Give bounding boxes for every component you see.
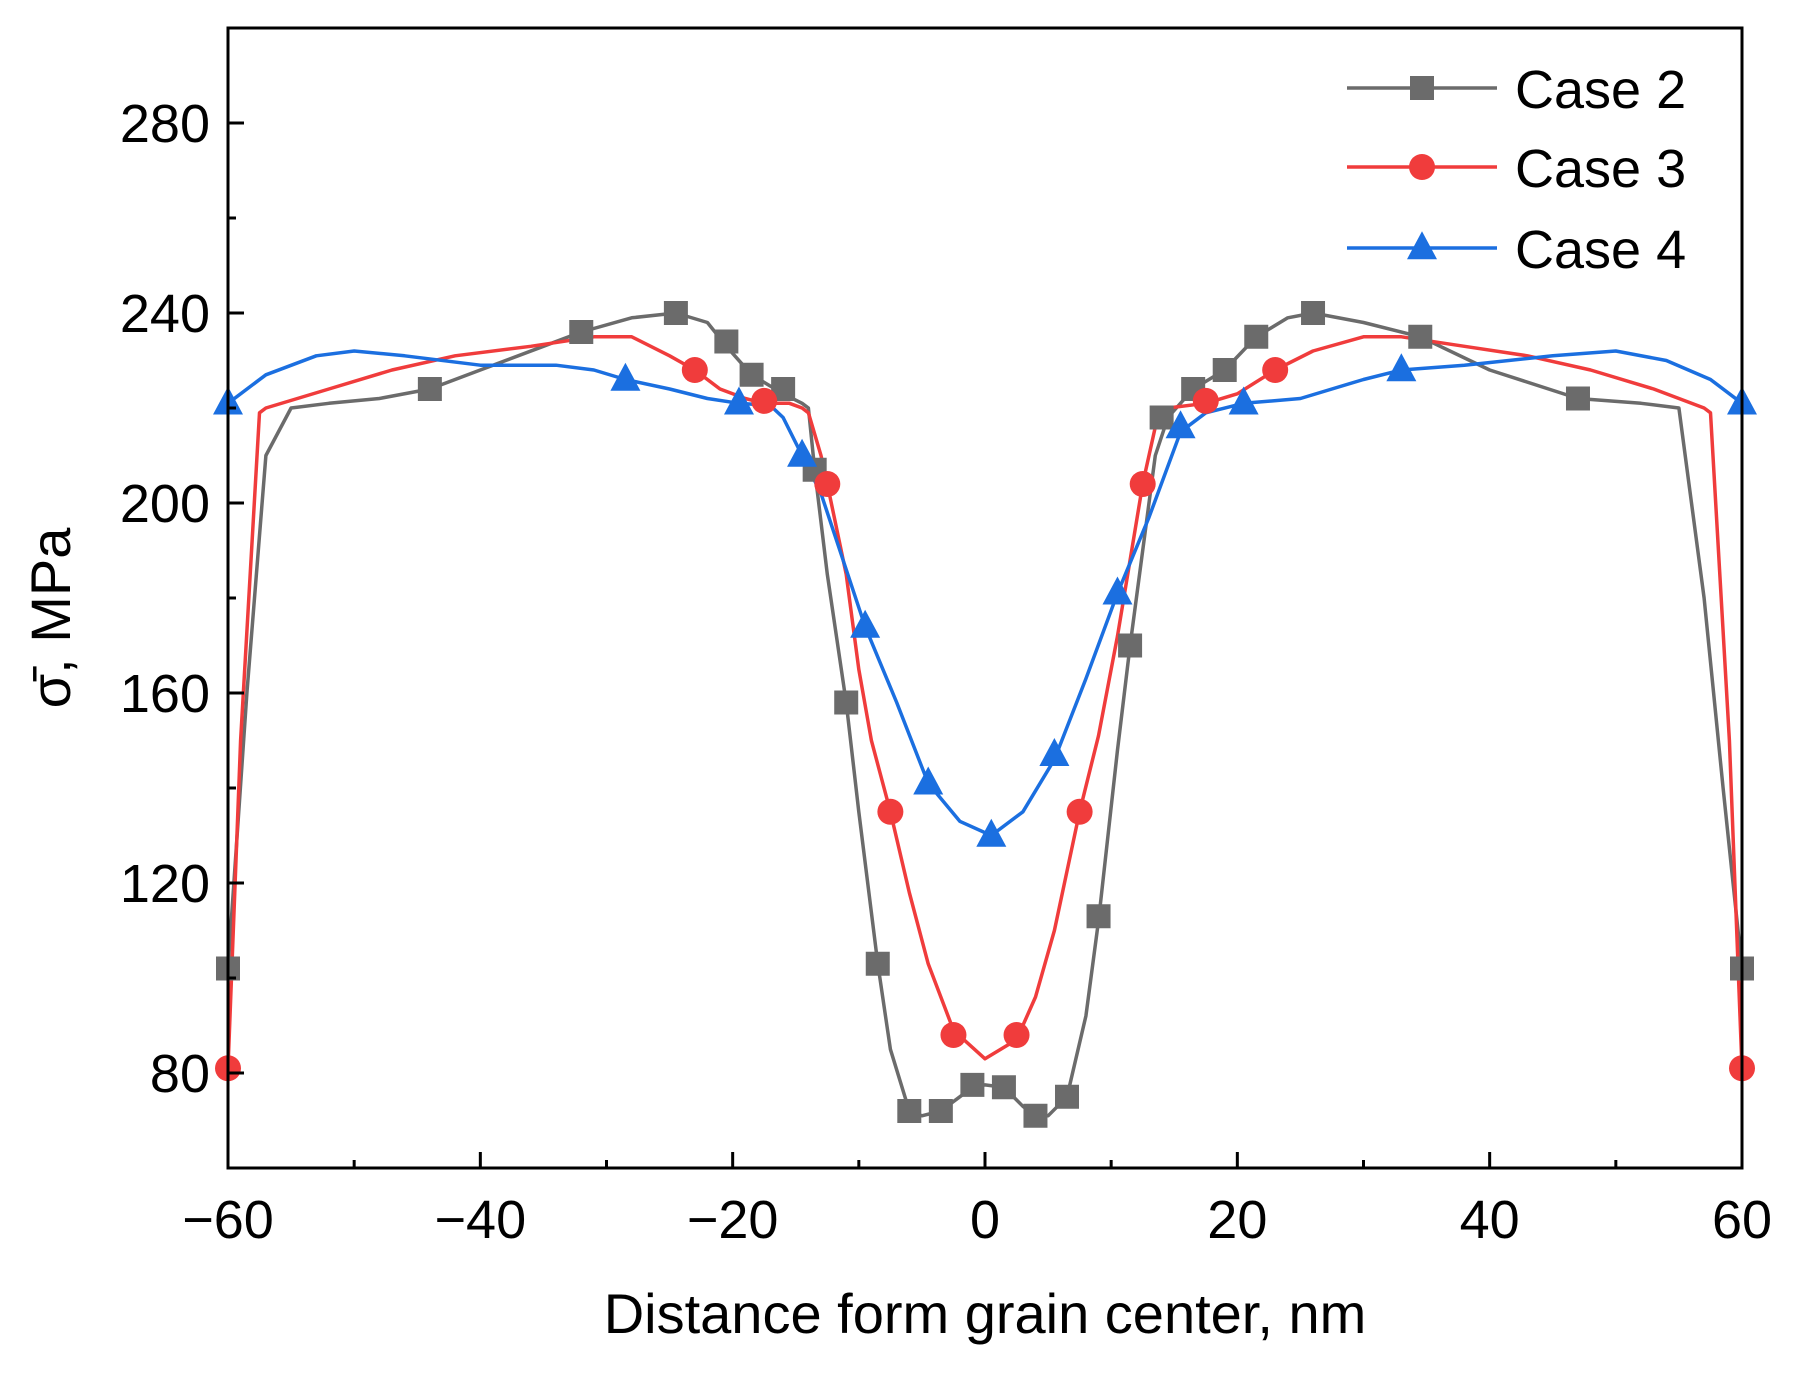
- case-2-marker: [1023, 1103, 1048, 1128]
- case-2-marker: [991, 1075, 1016, 1100]
- case-2-marker: [1055, 1084, 1080, 1109]
- case-2-marker: [569, 320, 594, 344]
- case-2-marker: [834, 690, 859, 715]
- x-axis-title: Distance form grain center, nm: [604, 1282, 1367, 1345]
- case-2-marker: [1149, 405, 1174, 430]
- case-2-marker: [897, 1099, 922, 1123]
- case-3-marker: [1066, 798, 1093, 825]
- case-2-marker: [1212, 358, 1237, 382]
- x-tick-label: −60: [182, 1190, 274, 1250]
- legend-label-case-3: Case 3: [1515, 139, 1686, 199]
- legend-label-case-4: Case 4: [1515, 220, 1686, 280]
- case-4-line: [228, 349, 1742, 838]
- y-tick-label: 120: [120, 854, 210, 914]
- case-2-marker: [928, 1099, 953, 1123]
- case-4-marker: [610, 362, 641, 391]
- y-tick-label: 200: [120, 474, 210, 534]
- plot-frame: [226, 26, 1744, 1170]
- case-2-marker: [1086, 904, 1111, 929]
- case-3-marker: [940, 1022, 967, 1048]
- x-tick-label: −20: [687, 1190, 779, 1250]
- legend-marker-case-4: [1407, 231, 1437, 260]
- case-2-marker: [1118, 633, 1143, 658]
- x-tick-label: 20: [1207, 1190, 1267, 1250]
- case-2-marker: [739, 362, 764, 387]
- case-4-marker: [850, 609, 881, 638]
- case-2-marker: [1244, 324, 1269, 349]
- case-2-line: [228, 311, 1742, 1118]
- case-2-marker: [960, 1072, 985, 1097]
- legend-label-case-2: Case 2: [1515, 60, 1686, 120]
- y-tick-label: 240: [120, 284, 210, 344]
- case-2-marker: [663, 301, 688, 325]
- case-4-marker: [1386, 353, 1417, 382]
- case-4-marker: [787, 438, 818, 467]
- marker-layer: [213, 301, 1757, 1128]
- case-3-marker: [681, 357, 708, 383]
- y-axis-title: σ̄, MPa: [19, 527, 82, 709]
- case-2-marker: [417, 377, 442, 401]
- y-tick-label: 80: [150, 1044, 210, 1104]
- case-2-marker: [1301, 301, 1326, 325]
- case-3-marker: [877, 798, 904, 825]
- case-3-marker: [1192, 387, 1219, 414]
- case-4-marker: [1102, 576, 1133, 605]
- case-3-marker: [1129, 471, 1156, 497]
- x-tick-label: 0: [970, 1190, 1000, 1250]
- legend-marker-case-2: [1410, 76, 1434, 100]
- case-3-marker: [1003, 1022, 1030, 1048]
- x-tick-label: −40: [435, 1190, 527, 1250]
- case-2-marker: [1408, 324, 1433, 349]
- case-2-marker: [1565, 386, 1590, 411]
- x-tick-label: 40: [1460, 1190, 1520, 1250]
- case-2-marker: [865, 951, 890, 976]
- case-4-marker: [976, 818, 1007, 847]
- case-4-marker: [1228, 386, 1259, 415]
- case-3-line: [228, 335, 1742, 1071]
- ticks-layer: [226, 121, 1744, 1168]
- x-tick-label: 60: [1712, 1190, 1772, 1250]
- case-2-marker: [714, 329, 739, 354]
- case-4-marker: [723, 386, 754, 415]
- series-layer: [228, 311, 1742, 1118]
- y-tick-label: 160: [120, 664, 210, 724]
- case-4-marker: [1165, 410, 1196, 439]
- y-tick-label: 280: [120, 94, 210, 154]
- labels-layer: −60 −40 −20 0 20 40 60 80 120 160 200 240 280: [120, 94, 1772, 1250]
- legend: Case 2 Case 3 Case 4: [1347, 60, 1686, 280]
- case-4-marker: [1039, 737, 1070, 766]
- case-3-marker: [1262, 357, 1289, 383]
- case-3-marker: [814, 471, 841, 497]
- case-4-marker: [913, 766, 944, 795]
- legend-marker-case-3: [1409, 154, 1435, 180]
- case-3-marker: [751, 387, 778, 414]
